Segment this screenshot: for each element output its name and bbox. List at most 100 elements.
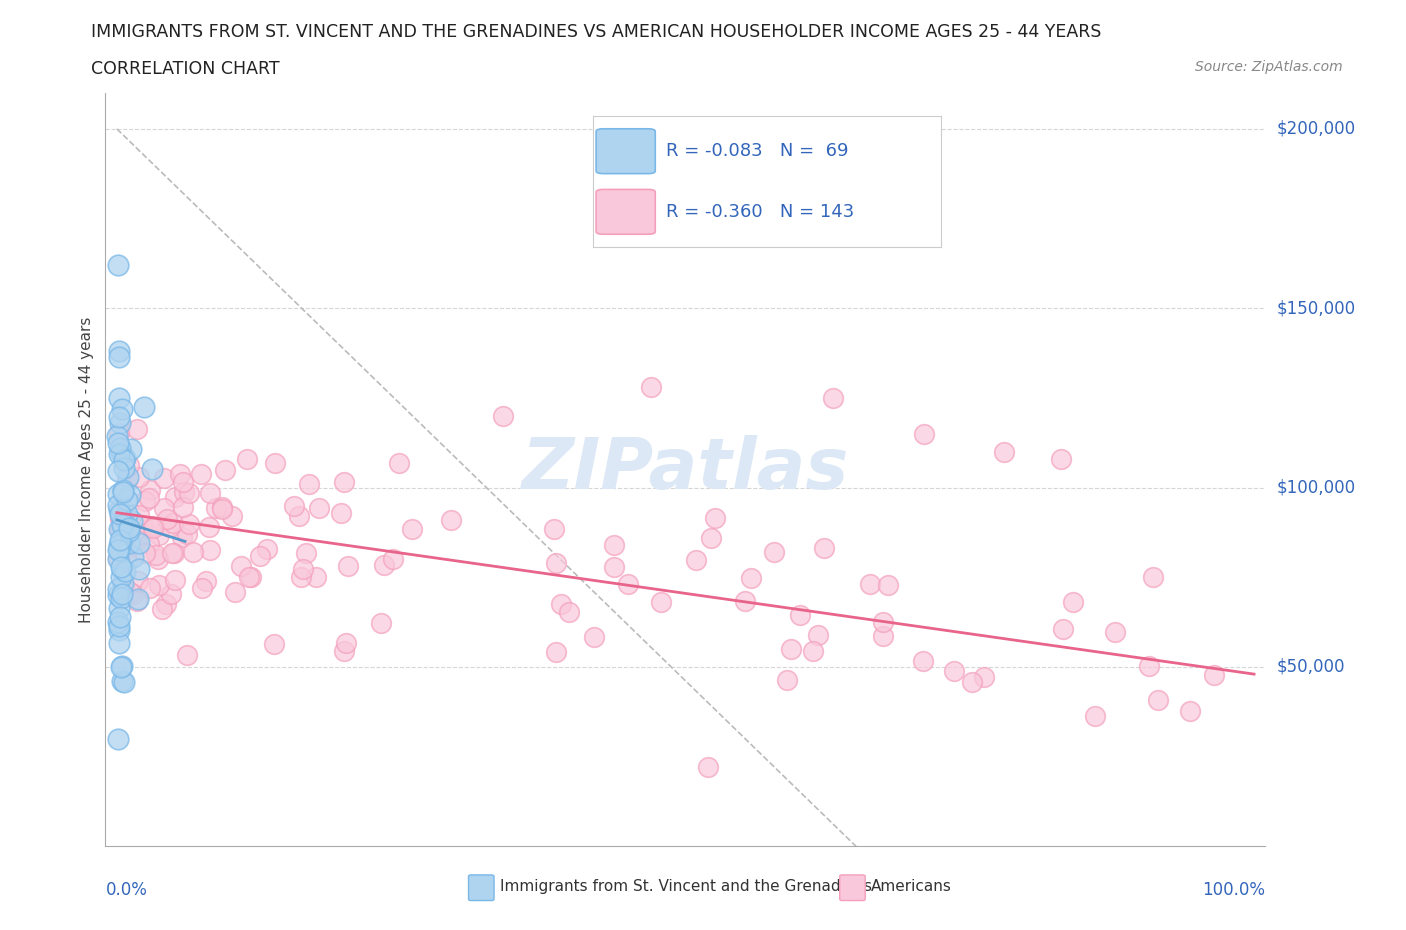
Point — [290, 569, 312, 584]
Point — [107, 350, 129, 365]
Point — [107, 731, 129, 746]
Point — [108, 623, 131, 638]
Point — [125, 421, 148, 436]
Point — [544, 555, 567, 570]
Point — [256, 541, 278, 556]
Point — [114, 563, 136, 578]
Point — [960, 674, 983, 689]
Point — [1147, 693, 1170, 708]
Point — [776, 672, 799, 687]
Point — [191, 580, 214, 595]
Point — [194, 574, 217, 589]
Point — [602, 560, 624, 575]
Point — [176, 526, 198, 541]
Text: 0.0%: 0.0% — [105, 881, 148, 899]
FancyBboxPatch shape — [839, 875, 865, 900]
Point — [335, 635, 357, 650]
Point — [120, 442, 142, 457]
Point — [118, 585, 141, 600]
Point — [107, 436, 129, 451]
Point — [806, 628, 828, 643]
Point — [558, 604, 581, 619]
Point — [110, 506, 132, 521]
Point — [336, 559, 359, 574]
Point — [112, 512, 135, 527]
Point — [110, 440, 132, 455]
Point — [603, 538, 626, 552]
Point — [156, 512, 179, 526]
Point — [107, 498, 129, 512]
Point — [111, 517, 134, 532]
Point — [803, 644, 825, 658]
Point — [128, 470, 150, 485]
Point — [543, 522, 565, 537]
Point — [298, 477, 321, 492]
Point — [117, 521, 139, 536]
Point — [163, 546, 186, 561]
Point — [127, 591, 149, 606]
Point — [111, 519, 134, 534]
Point — [132, 517, 155, 532]
Point — [333, 644, 356, 658]
Point — [160, 545, 183, 560]
Point — [107, 618, 129, 633]
Point — [169, 467, 191, 482]
Point — [115, 541, 138, 556]
Point — [333, 474, 356, 489]
Point — [107, 258, 129, 272]
Text: 100.0%: 100.0% — [1202, 881, 1265, 899]
Point — [146, 551, 169, 566]
Point — [1049, 451, 1071, 466]
Point — [108, 542, 131, 557]
Point — [872, 615, 894, 630]
Point — [111, 402, 134, 417]
Point — [650, 594, 672, 609]
Point — [112, 513, 135, 528]
Point — [107, 636, 129, 651]
Point — [877, 578, 900, 592]
Point — [382, 551, 405, 566]
Text: $100,000: $100,000 — [1277, 479, 1355, 497]
Point — [107, 551, 129, 565]
Point — [138, 490, 160, 505]
Point — [152, 471, 174, 485]
Point — [110, 591, 132, 605]
Point — [734, 593, 756, 608]
Point — [110, 416, 132, 431]
Point — [780, 642, 803, 657]
Point — [107, 486, 129, 501]
Point — [329, 506, 352, 521]
Point — [238, 569, 260, 584]
Point — [172, 499, 194, 514]
Point — [1142, 569, 1164, 584]
Point — [200, 542, 222, 557]
Point — [183, 545, 205, 560]
Point — [544, 644, 567, 659]
Point — [111, 576, 134, 591]
Point — [112, 453, 135, 468]
Point — [159, 587, 181, 602]
Point — [111, 658, 134, 673]
Point — [132, 399, 155, 414]
Text: Americans: Americans — [872, 879, 952, 894]
Point — [121, 513, 143, 528]
Point — [762, 544, 785, 559]
Point — [177, 516, 200, 531]
Point — [108, 511, 131, 525]
Point — [111, 518, 134, 533]
Point — [111, 563, 134, 578]
Point — [120, 487, 142, 502]
Text: $150,000: $150,000 — [1277, 299, 1355, 317]
Point — [214, 462, 236, 477]
Point — [115, 555, 138, 570]
Point — [373, 558, 395, 573]
FancyBboxPatch shape — [468, 875, 494, 900]
Point — [107, 522, 129, 537]
Point — [1137, 658, 1160, 673]
Point — [118, 523, 141, 538]
Point — [110, 659, 132, 674]
Text: Immigrants from St. Vincent and the Grenadines: Immigrants from St. Vincent and the Gren… — [501, 879, 872, 894]
Point — [128, 562, 150, 577]
Point — [110, 535, 132, 550]
Point — [973, 670, 995, 684]
